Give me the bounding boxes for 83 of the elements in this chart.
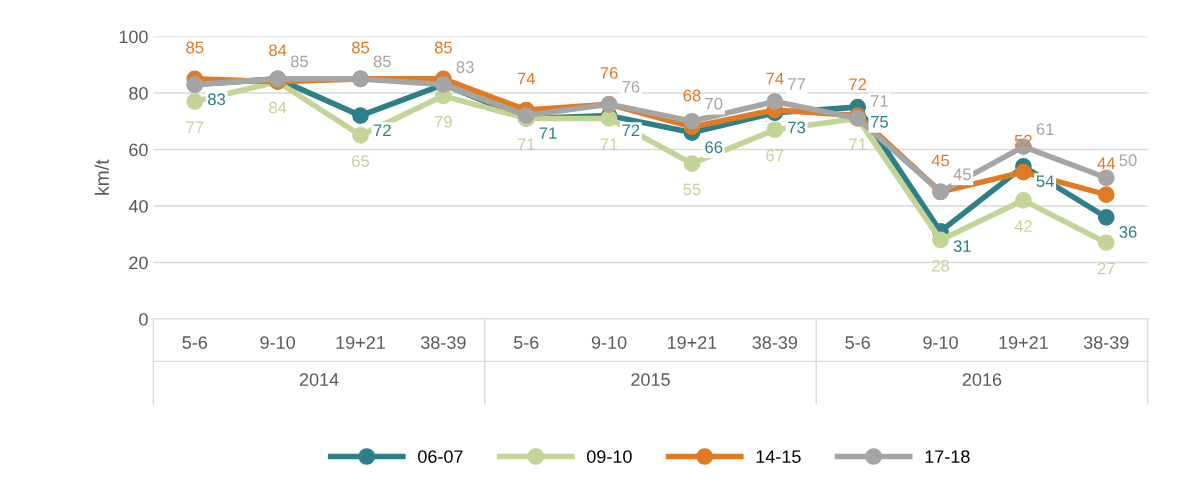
data-label: 77 <box>186 121 204 134</box>
data-label: 83 <box>456 61 474 73</box>
y-tick-label: 20 <box>129 256 148 270</box>
data-label: 28 <box>932 259 950 272</box>
y-tick-label: 60 <box>129 143 148 157</box>
legend-label: 06-07 <box>418 450 463 463</box>
data-label: 85 <box>186 41 204 54</box>
x-tick-label: 19+21 <box>999 336 1048 349</box>
y-axis-title: km/t <box>94 159 109 195</box>
x-tick-label: 5-6 <box>513 336 539 349</box>
point <box>766 121 784 139</box>
data-label: 71 <box>517 138 535 150</box>
data-label: 72 <box>373 124 391 137</box>
data-label: 31 <box>953 240 971 252</box>
data-label: 45 <box>953 168 971 181</box>
point <box>1097 234 1115 252</box>
x-tick-label: 19+21 <box>336 336 385 349</box>
point <box>683 155 701 172</box>
point <box>932 231 949 249</box>
x-tick-label: 38-39 <box>420 336 466 349</box>
x-tick-label: 9-10 <box>260 336 295 349</box>
data-label: 79 <box>434 115 452 128</box>
y-tick-label: 100 <box>119 30 148 44</box>
data-label: 85 <box>351 41 370 54</box>
data-label: 83 <box>208 93 226 106</box>
legend-label: 17-18 <box>925 450 970 463</box>
data-label: 71 <box>600 138 618 150</box>
point <box>352 107 369 124</box>
point <box>1015 192 1032 209</box>
data-label: 73 <box>788 121 806 134</box>
x-tick-label: 5-6 <box>845 336 870 349</box>
data-label: 84 <box>269 101 287 114</box>
data-label: 54 <box>1036 175 1054 188</box>
legend-label: 09-10 <box>586 450 632 463</box>
point <box>1097 169 1115 187</box>
point <box>186 93 204 110</box>
data-label: 61 <box>1036 123 1054 136</box>
data-label: 68 <box>683 89 701 102</box>
point <box>683 112 701 130</box>
text: 2016 <box>962 373 1002 386</box>
data-label: 76 <box>622 80 640 93</box>
data-label: 85 <box>290 55 308 68</box>
data-label: 27 <box>1097 262 1115 275</box>
data-label: 84 <box>269 44 287 57</box>
data-label: 50 <box>1119 154 1137 167</box>
data-label: 42 <box>1014 220 1032 232</box>
data-label: 65 <box>352 155 370 168</box>
point <box>1097 186 1115 204</box>
x-tick-label: 38-39 <box>752 336 798 349</box>
data-label: 72 <box>849 78 867 90</box>
data-label: 85 <box>373 55 391 68</box>
x-tick-label: 5-6 <box>182 336 208 349</box>
text: 2015 <box>631 373 670 386</box>
data-label: 36 <box>1119 226 1137 238</box>
data-label: 66 <box>705 141 723 154</box>
x-tick-label: 38-39 <box>1083 336 1129 349</box>
point <box>1097 208 1115 226</box>
data-label: 71 <box>539 127 557 139</box>
data-label: 70 <box>705 97 723 110</box>
data-label: 77 <box>788 78 806 90</box>
y-tick-label: 80 <box>129 86 148 100</box>
data-label: 45 <box>931 154 950 167</box>
data-label: 71 <box>871 95 888 107</box>
data-label: 76 <box>600 67 618 79</box>
data-label: 55 <box>683 183 701 196</box>
legend-label: 14-15 <box>756 450 801 463</box>
data-label: 72 <box>622 124 640 137</box>
data-label: 74 <box>517 72 535 85</box>
data-label: 74 <box>766 72 784 85</box>
y-tick-label: 40 <box>128 199 148 213</box>
data-label: 75 <box>871 116 889 128</box>
point <box>352 127 369 144</box>
point <box>1015 163 1032 181</box>
x-tick-label: 19+21 <box>667 336 717 349</box>
x-tick-label: 9-10 <box>591 336 627 349</box>
text: 2014 <box>299 373 339 386</box>
data-label: 67 <box>766 149 784 162</box>
data-label: 71 <box>849 138 867 150</box>
data-label: 85 <box>434 41 452 54</box>
point <box>766 93 784 110</box>
y-tick-label: 0 <box>139 312 148 326</box>
data-label: 44 <box>1097 157 1116 170</box>
x-tick-label: 9-10 <box>923 336 958 349</box>
